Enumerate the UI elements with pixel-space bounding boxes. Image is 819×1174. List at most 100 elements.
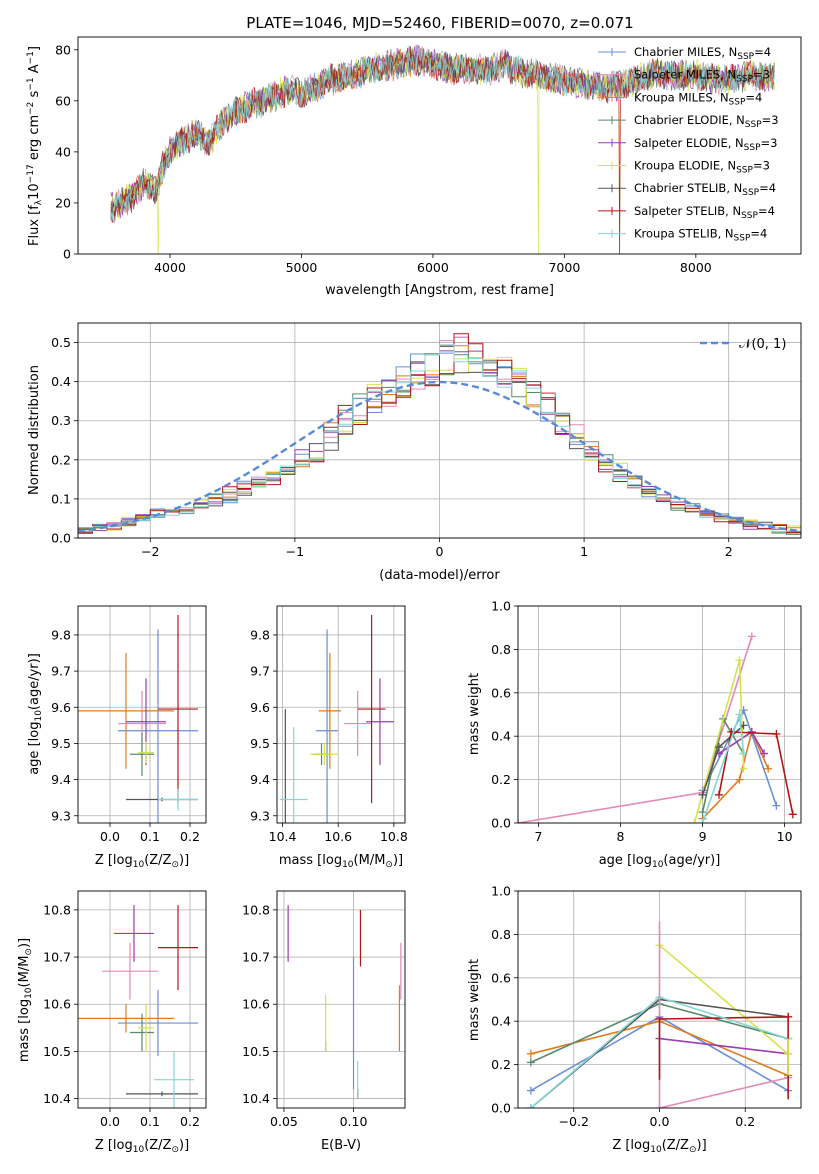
legend-label-part: Salpeter MILES, N xyxy=(634,68,736,82)
age-vs-Z-xlabel-part: Z [log xyxy=(95,853,133,868)
weight_vs_age-marker xyxy=(760,749,769,758)
spectrum-ylabel-part: −17 xyxy=(26,164,36,183)
mass_vs_Z-xtick-label: 0.0 xyxy=(100,1114,120,1129)
weight_vs_Z-marker xyxy=(526,1058,535,1067)
spectrum-ylabel-part: A xyxy=(27,64,42,77)
weight-vs-age-ylabel-part: mass weight xyxy=(467,673,482,755)
age-vs-mass-xlabel: mass [log10(M/M⊙)] xyxy=(279,853,403,870)
age_vs_mass-xtick-label: 10.4 xyxy=(269,829,297,844)
weight_vs_Z-marker xyxy=(526,1104,535,1108)
age_vs_mass-ytick-label: 9.7 xyxy=(250,664,270,679)
spectrum-ylabel-part: erg cm xyxy=(27,115,42,164)
weight_vs_age-marker xyxy=(714,743,723,752)
mass-vs-Z-ylabel-part: 10 xyxy=(24,987,34,999)
spectrum-xtick-label: 5000 xyxy=(286,260,318,275)
mass_vs_ebv-axes: 0.05 0.10 10.4 10.5 10.6 10.7 10.8 E(B-V) xyxy=(242,890,406,1153)
spectrum-ylabel-part: s xyxy=(27,90,42,101)
spectrum-ylabel-part: −1 xyxy=(26,77,36,90)
weight_vs_age-ytick-label: 0.2 xyxy=(491,772,511,787)
spectrum-ytick-label: 0 xyxy=(63,247,71,262)
spectrum-ylabel-part: Flux [f xyxy=(27,205,42,246)
weight_vs_Z-xtick-label: −0.2 xyxy=(559,1114,589,1129)
spectrum-ylabel-part: ] xyxy=(27,46,42,51)
weight_vs_age-marker xyxy=(735,656,744,665)
residuals-ytick-label: 0.1 xyxy=(51,491,71,506)
weight_vs_age-ytick-label: 1.0 xyxy=(491,599,511,614)
legend-label-part: =4 xyxy=(758,204,775,218)
age_vs_Z-ytick-label: 9.4 xyxy=(51,772,71,787)
age_vs_Z-xtick-label: 0.0 xyxy=(100,829,120,844)
residuals-ytick-label: 0.0 xyxy=(51,531,71,546)
spectrum-line xyxy=(110,46,775,222)
legend-label-part: =4 xyxy=(754,45,771,59)
weight-vs-Z-ylabel-part: mass weight xyxy=(467,959,482,1041)
weight_vs_age-xtick-label: 8 xyxy=(617,829,625,844)
age_vs_Z-ytick-label: 9.6 xyxy=(51,700,71,715)
age_vs_mass-xtick-label: 10.8 xyxy=(380,829,408,844)
age-vs-Z-ylabel: age [log10(age/yr)] xyxy=(27,653,44,775)
spectrum-ytick-label: 40 xyxy=(55,144,71,159)
residuals-xtick-label: −1 xyxy=(286,544,304,559)
legend-label-part: SSP xyxy=(742,188,759,198)
residuals-xtick-label: 1 xyxy=(580,544,588,559)
residuals-ytick-label: 0.4 xyxy=(51,374,71,389)
mass-vs-Z-xlabel: Z [log10(Z/Z⊙)] xyxy=(95,1138,189,1155)
mass-vs-Z-xlabel-part: )] xyxy=(179,1138,189,1153)
age_vs_mass-ytick-label: 9.3 xyxy=(250,808,270,823)
legend-label-part: =4 xyxy=(745,90,762,104)
weight_vs_age-marker xyxy=(698,790,707,799)
spectrum-xtick-label: 4000 xyxy=(154,260,186,275)
weight_vs_age-marker xyxy=(739,764,748,773)
age-vs-mass-xlabel-part: ⊙ xyxy=(385,860,393,870)
weight_vs_age-marker xyxy=(772,801,781,810)
mass-vs-Z-xlabel-part: Z [log xyxy=(95,1138,133,1153)
age-vs-mass-xlabel-part: 10 xyxy=(342,860,354,870)
weight_vs_Z-ytick-label: 0.2 xyxy=(491,1057,511,1072)
weight_vs_Z-plot-area xyxy=(526,921,793,1108)
residuals-ytick-label: 0.2 xyxy=(51,452,71,467)
legend-label-part: Chabrier ELODIE, N xyxy=(634,113,745,127)
legend-label-part: SSP xyxy=(734,234,751,244)
legend-label-part: Kroupa ELODIE, N xyxy=(634,159,736,173)
mass_vs_ebv-xtick-label: 0.10 xyxy=(340,1114,368,1129)
legend-label: Salpeter ELODIE, NSSP=3 xyxy=(634,136,777,153)
residuals-xtick-label: −2 xyxy=(141,544,159,559)
age_vs_Z-plot-area xyxy=(78,615,198,823)
weight_vs_Z-ytick-label: 0.6 xyxy=(491,970,511,985)
weight_vs_Z-series-line xyxy=(659,1076,789,1108)
weight-vs-Z-xlabel: Z [log10(Z/Z⊙)] xyxy=(612,1138,706,1155)
age_vs_Z-ytick-label: 9.5 xyxy=(51,736,71,751)
legend-label-part: =4 xyxy=(750,227,767,241)
mass_vs_ebv-ytick-label: 10.5 xyxy=(242,1044,270,1059)
age_vs_mass-ytick-label: 9.5 xyxy=(250,736,270,751)
weight_vs_Z-xtick-label: 0.2 xyxy=(735,1114,755,1129)
figure-title: PLATE=1046, MJD=52460, FIBERID=0070, z=0… xyxy=(246,14,633,32)
legend-label: Salpeter MILES, NSSP=3 xyxy=(634,68,770,85)
age_vs_Z-frame xyxy=(77,605,207,824)
spectrum-xtick-label: 6000 xyxy=(417,260,449,275)
mass_vs_ebv-plot-area xyxy=(287,905,402,1099)
age_vs_Z-xtick-label: 0.1 xyxy=(140,829,160,844)
weight_vs_Z-series-line xyxy=(658,944,789,1055)
weight-vs-Z-xlabel-part: 10 xyxy=(650,1145,662,1155)
mass_vs_Z-ytick-label: 10.8 xyxy=(43,902,71,917)
weight-vs-age-xlabel: age [log10(age/yr)] xyxy=(599,853,721,870)
weight-vs-Z-xlabel-part: (Z/Z xyxy=(662,1138,689,1153)
age_vs_mass-ytick-label: 9.8 xyxy=(250,627,270,642)
mass-vs-Z-xlabel-part: (Z/Z xyxy=(144,1138,171,1153)
legend-label-part: Kroupa MILES, N xyxy=(634,90,729,104)
weight-vs-age-ylabel: mass weight xyxy=(467,673,482,755)
age-vs-Z-ylabel-part: 10 xyxy=(34,710,44,722)
weight_vs_age-ytick-label: 0.8 xyxy=(491,642,511,657)
spectrum-ylabel: Flux [fλ10−17 erg cm−2 s−1 A−1] xyxy=(26,46,44,246)
weight_vs_age-marker xyxy=(735,710,744,719)
spectrum-axes: 4000 5000 6000 7000 8000 0 20 40 60 80 wavelength … xyxy=(26,36,802,298)
histogram-step xyxy=(78,333,801,534)
mass-vs-Z-ylabel: mass [log10(M/M⊙)] xyxy=(17,938,34,1062)
legend-label-part: Chabrier MILES, N xyxy=(634,45,737,59)
mass_vs_Z-frame xyxy=(77,890,207,1109)
spectrum-ytick-label: 60 xyxy=(55,93,71,108)
weight_vs_Z-xtick-label: 0.0 xyxy=(650,1114,670,1129)
weight_vs_Z-series-line xyxy=(659,1037,789,1055)
mass-vs-Z-ylabel-part: )] xyxy=(17,938,32,948)
